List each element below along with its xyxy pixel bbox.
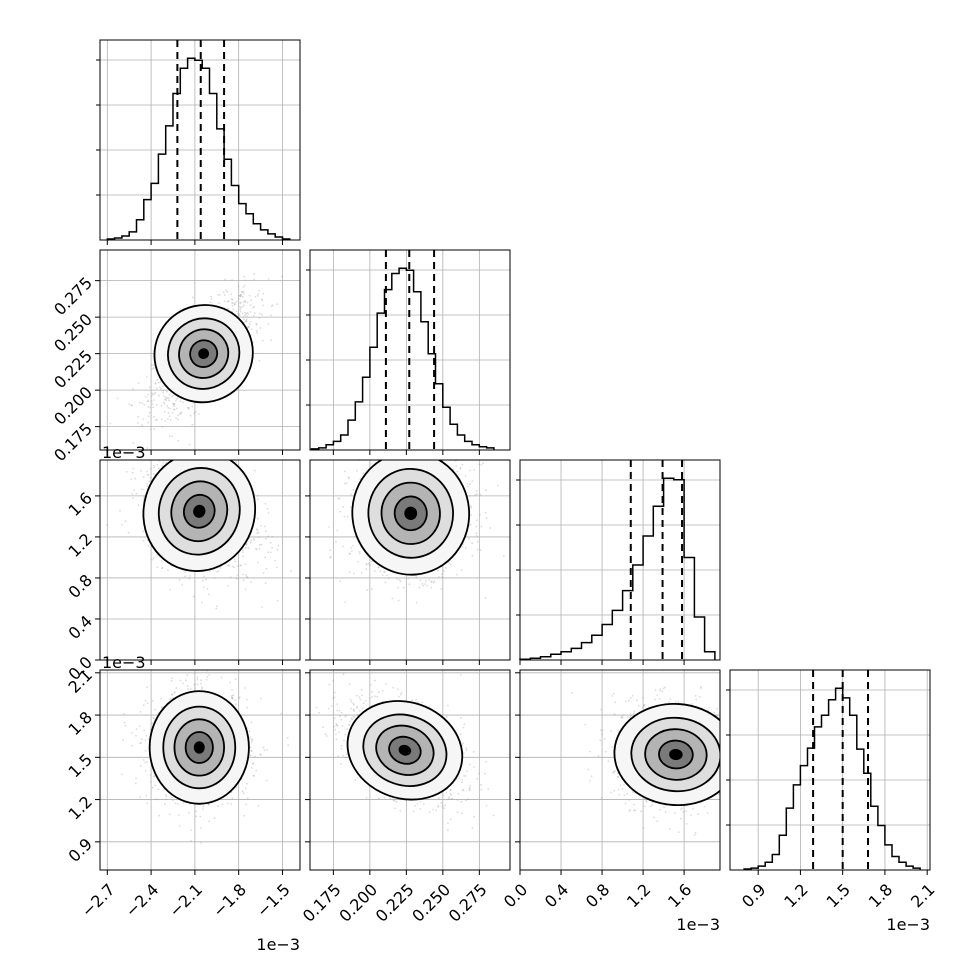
- x-tick-label: 0.225: [372, 880, 418, 926]
- offset-label-y2: 1e−3: [102, 443, 146, 462]
- axes-frame: [99, 459, 301, 661]
- axes-frame: [99, 669, 301, 871]
- offset-label-x3: 1e−3: [886, 915, 930, 934]
- histogram-panel-0: [96, 39, 301, 245]
- x-tick-label: 0.0: [500, 880, 531, 911]
- offset-label-x2: 1e−3: [676, 915, 720, 934]
- x-tick-label: 1.8: [865, 880, 896, 911]
- density-contour: [198, 348, 210, 360]
- y-tick-label: 0.225: [50, 346, 96, 392]
- x-tick-label: 1.6: [664, 880, 695, 911]
- offset-label-y3: 1e−3: [102, 653, 146, 672]
- x-tick-label: 0.9: [738, 880, 769, 911]
- y-tick-label: 0.8: [65, 571, 96, 602]
- x-tick-label: 0.200: [335, 880, 381, 926]
- density-panel-0-1: [95, 249, 301, 455]
- density-panel-1-2: [305, 459, 511, 665]
- density-contour: [669, 748, 683, 761]
- y-tick-label: 0.175: [50, 419, 96, 465]
- histogram-panel-1: [306, 249, 511, 455]
- offset-label-x0: 1e−3: [256, 935, 300, 954]
- density-contour: [193, 504, 206, 518]
- density-panel-0-2: [95, 459, 301, 665]
- y-tick-label: 1.2: [65, 529, 96, 560]
- x-tick-label: 0.8: [582, 880, 613, 911]
- x-tick-label: 0.250: [408, 880, 454, 926]
- x-tick-label: 1.2: [623, 880, 654, 911]
- x-tick-label: −2.1: [165, 880, 206, 921]
- x-tick-label: 0.275: [445, 880, 491, 926]
- y-tick-label: 1.6: [65, 488, 96, 519]
- x-tick-label: 0.175: [299, 880, 345, 926]
- density-panel-1-3: [305, 669, 511, 875]
- histogram-panel-3: [726, 669, 931, 875]
- histogram-panel-2: [516, 459, 721, 665]
- axes-frame: [519, 459, 721, 661]
- y-tick-label: 0.4: [65, 612, 96, 643]
- y-tick-label: 1.5: [65, 750, 96, 781]
- x-tick-label: 2.1: [907, 880, 938, 911]
- x-tick-label: −1.5: [253, 880, 294, 921]
- histogram-steps: [106, 57, 291, 240]
- histogram-steps: [519, 477, 716, 660]
- histogram-steps: [743, 687, 921, 870]
- axes-frame: [309, 669, 511, 871]
- density-contour: [193, 741, 205, 754]
- y-tick-label: 0.275: [50, 273, 96, 319]
- y-tick-label: 0.200: [50, 383, 96, 429]
- histogram-steps: [310, 267, 495, 450]
- y-tick-label: 1.8: [65, 708, 96, 739]
- density-contour: [404, 506, 418, 521]
- axes-frame: [99, 39, 301, 241]
- y-tick-label: 0.9: [65, 834, 96, 865]
- axes-frame: [729, 669, 931, 871]
- axes-frame: [309, 459, 511, 661]
- axes-frame: [99, 249, 301, 451]
- x-tick-label: −2.7: [78, 880, 119, 921]
- axes-frame: [519, 669, 721, 871]
- x-tick-label: −1.8: [209, 880, 250, 921]
- y-tick-label: 0.250: [50, 310, 96, 356]
- density-panel-0-3: [95, 669, 301, 875]
- x-tick-label: 0.4: [541, 880, 572, 911]
- axes-frame: [309, 249, 511, 451]
- density-panel-2-3: [515, 669, 721, 875]
- density-contour: [398, 744, 412, 756]
- y-tick-label: 1.2: [65, 792, 96, 823]
- x-tick-label: −2.4: [121, 880, 162, 921]
- x-tick-label: 1.2: [780, 880, 811, 911]
- x-tick-label: 1.5: [823, 880, 854, 911]
